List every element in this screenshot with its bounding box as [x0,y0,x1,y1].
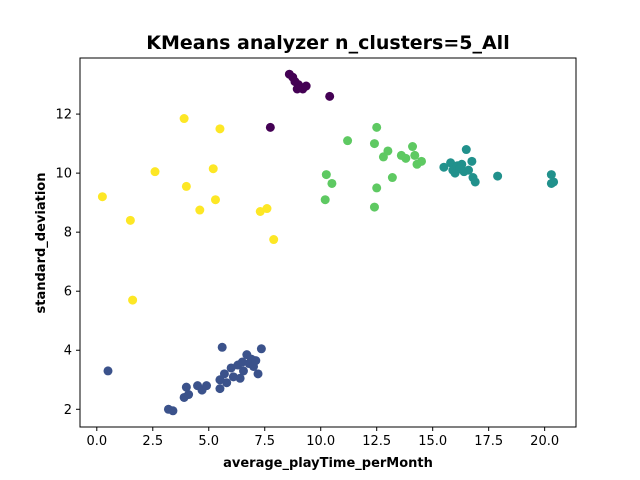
x-tick-label: 12.5 [362,434,391,449]
data-point-cluster-1 [251,356,261,366]
data-point-cluster-1 [253,369,263,379]
data-point-cluster-4 [269,235,279,245]
plot-frame [79,57,577,428]
y-tick-label: 10 [55,167,72,182]
y-tick-label: 4 [64,344,72,359]
x-tick-label: 17.5 [474,434,503,449]
data-point-cluster-1 [181,382,191,392]
y-tick-label: 2 [64,403,72,418]
data-point-cluster-3 [369,139,379,149]
data-point-cluster-2 [439,162,449,172]
data-point-cluster-4 [128,295,138,305]
data-point-cluster-3 [321,170,331,180]
data-point-cluster-2 [549,177,559,187]
data-point-cluster-2 [493,171,503,181]
data-point-cluster-4 [208,164,218,174]
data-point-cluster-3 [327,178,337,188]
data-point-cluster-3 [383,146,393,156]
data-point-cluster-3 [401,153,411,163]
data-point-cluster-4 [179,114,189,124]
data-point-cluster-1 [228,372,238,382]
data-point-cluster-0 [325,91,335,101]
y-tick-label: 6 [64,285,72,300]
data-point-cluster-0 [301,81,311,91]
data-point-cluster-2 [464,165,474,175]
data-point-cluster-1 [237,357,247,367]
data-point-cluster-0 [265,122,275,132]
x-tick-label: 2.5 [142,434,163,449]
data-point-cluster-3 [387,173,397,183]
data-point-cluster-4 [181,181,191,191]
x-axis-title: average_playTime_perMonth [223,456,433,471]
data-point-cluster-4 [262,204,272,214]
data-point-cluster-2 [457,159,467,169]
data-point-cluster-1 [184,390,194,400]
data-point-cluster-2 [467,156,477,166]
data-point-cluster-3 [320,195,330,205]
data-point-cluster-2 [546,170,556,180]
data-point-cluster-3 [372,122,382,132]
data-point-cluster-3 [369,202,379,212]
data-point-cluster-3 [410,150,420,160]
x-tick-label: 10.0 [306,434,335,449]
data-point-cluster-4 [255,207,265,217]
x-tick-label: 20.0 [530,434,559,449]
data-point-cluster-1 [202,381,212,391]
x-tick-label: 5.0 [198,434,219,449]
data-point-cluster-3 [343,136,353,146]
x-tick-label: 0.0 [86,434,107,449]
data-point-cluster-4 [195,205,205,215]
data-point-cluster-1 [235,373,245,383]
x-tick-label: 15.0 [418,434,447,449]
data-point-cluster-4 [150,167,160,177]
data-point-cluster-3 [408,142,418,152]
data-point-cluster-4 [210,195,220,205]
ticks-layer: 0.0 2.5 5.0 7.5 10.0 12.5 15.0 17.5 20.0 2 4 6 8 10 12 [55,108,559,449]
data-point-cluster-4 [97,192,107,202]
data-point-cluster-1 [256,344,266,354]
y-axis-title: standard_deviation [34,173,49,314]
data-point-cluster-1 [215,384,225,394]
data-point-cluster-1 [226,363,236,373]
data-point-cluster-4 [125,215,135,225]
y-tick-label: 8 [64,226,72,241]
data-point-cluster-1 [103,366,113,376]
data-point-cluster-0 [292,84,302,94]
data-point-cluster-1 [222,378,232,388]
x-tick-label: 7.5 [254,434,275,449]
data-point-cluster-1 [168,406,178,416]
data-point-cluster-1 [217,342,227,352]
data-point-cluster-1 [238,366,248,376]
y-tick-label: 12 [55,108,72,123]
data-point-cluster-3 [372,183,382,193]
points-layer [97,69,559,416]
chart-title: KMeans analyzer n_clusters=5_All [146,32,509,54]
data-point-cluster-2 [461,145,471,155]
data-point-cluster-3 [416,156,426,166]
data-point-cluster-4 [215,124,225,134]
data-point-cluster-1 [219,369,229,379]
data-point-cluster-2 [446,158,456,168]
data-point-cluster-2 [470,177,480,187]
